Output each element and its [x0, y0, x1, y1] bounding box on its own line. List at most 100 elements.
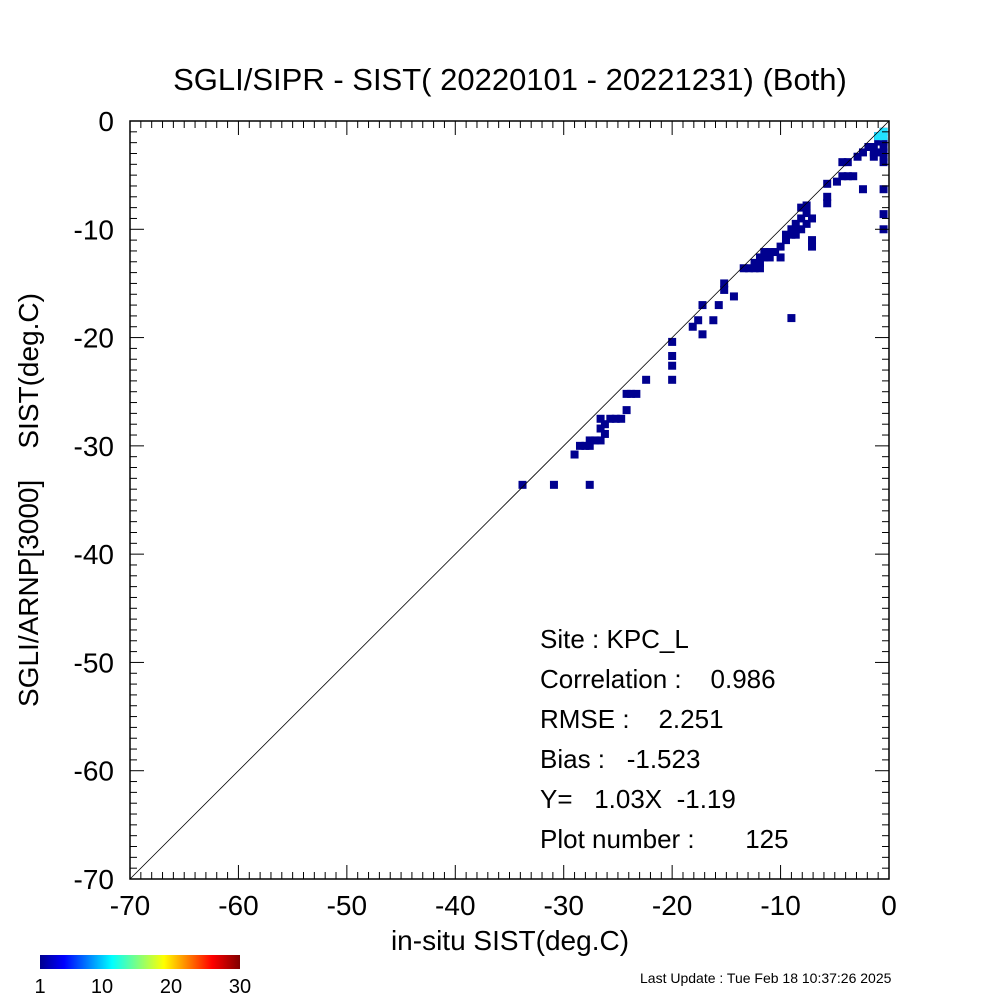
- data-cell: [755, 264, 764, 273]
- data-cell: [596, 414, 605, 423]
- data-cell: [600, 429, 609, 438]
- y-tick-labels: 0 -10 -20 -30 -40 -50 -60 -70: [74, 106, 114, 895]
- data-cell: [606, 414, 615, 423]
- data-cells: [518, 127, 888, 489]
- axis-ticks: [129, 120, 890, 880]
- data-cell: [823, 192, 832, 201]
- data-cell: [600, 420, 609, 429]
- data-cell: [787, 314, 796, 323]
- data-cell: [755, 258, 764, 267]
- x-tick-label: -60: [218, 890, 258, 921]
- data-cell: [760, 248, 769, 257]
- x-tick-label: 0: [881, 890, 897, 921]
- data-cell: [720, 285, 729, 294]
- data-cell: [581, 441, 590, 450]
- data-cell: [591, 436, 600, 445]
- y-tick-label: -10: [74, 214, 114, 245]
- data-cell: [617, 414, 626, 423]
- data-cell: [879, 148, 888, 157]
- data-cell: [714, 301, 723, 310]
- data-cell: [596, 436, 605, 445]
- data-cell: [802, 201, 811, 210]
- x-tick-label: -70: [110, 890, 150, 921]
- one-to-one-line: [129, 120, 890, 880]
- data-cell: [781, 230, 790, 239]
- data-cell: [787, 230, 796, 239]
- x-tick-label: -30: [543, 890, 583, 921]
- chart-title: SGLI/SIPR - SIST( 20220101 - 20221231) (…: [173, 62, 847, 97]
- data-cell: [585, 480, 594, 489]
- last-update-text: Last Update : Tue Feb 18 10:37:26 2025: [640, 970, 892, 986]
- data-cell: [879, 158, 888, 167]
- data-cell: [808, 242, 817, 251]
- y-axis-label: SGLI/ARNP[3000] SIST(deg.C): [13, 293, 44, 707]
- stats-regression: Y= 1.03X -1.19: [540, 784, 736, 814]
- data-cell: [791, 219, 800, 228]
- data-cell: [745, 264, 754, 273]
- data-cell: [781, 236, 790, 245]
- data-cell: [575, 441, 584, 450]
- data-cell: [765, 253, 774, 262]
- x-tick-label: -20: [652, 890, 692, 921]
- data-cell: [694, 316, 703, 325]
- data-cell: [776, 253, 785, 262]
- data-cell: [549, 480, 558, 489]
- data-cell: [709, 316, 718, 325]
- data-cell: [858, 185, 867, 194]
- data-cell: [755, 253, 764, 262]
- data-cell: [797, 214, 806, 223]
- data-cell: [585, 436, 594, 445]
- data-cell: [858, 148, 867, 157]
- data-cell: [869, 148, 878, 157]
- data-cell: [808, 236, 817, 245]
- data-cell: [797, 225, 806, 234]
- data-cell: [838, 158, 847, 167]
- data-cell: [698, 330, 707, 339]
- data-cell: [869, 152, 878, 161]
- data-cell: [874, 148, 883, 157]
- data-cell: [765, 248, 774, 257]
- x-tick-label: -10: [760, 890, 800, 921]
- data-cell: [570, 450, 579, 459]
- data-cell: [776, 242, 785, 251]
- data-cell: [864, 142, 873, 151]
- y-tick-label: -30: [74, 431, 114, 462]
- data-cell: [832, 177, 841, 186]
- stats-plot-number: Plot number : 125: [540, 824, 789, 854]
- data-cell: [668, 361, 677, 370]
- data-cell: [879, 142, 888, 151]
- data-cell: [874, 137, 883, 146]
- data-cell: [843, 172, 852, 181]
- data-cell: [622, 406, 631, 415]
- x-axis-label: in-situ SIST(deg.C): [391, 925, 629, 956]
- stats-site: Site : KPC_L: [540, 624, 689, 654]
- data-cell: [802, 209, 811, 218]
- data-cell-high-count: [879, 132, 888, 141]
- data-cell: [802, 219, 811, 228]
- y-tick-label: -40: [74, 539, 114, 570]
- data-cell: [787, 225, 796, 234]
- data-cell: [838, 172, 847, 181]
- data-cell: [698, 301, 707, 310]
- colorbar-label-10: 10: [91, 976, 113, 998]
- data-cell: [849, 172, 858, 181]
- data-cell: [791, 225, 800, 234]
- y-tick-label: -60: [74, 756, 114, 787]
- data-cell: [853, 152, 862, 161]
- data-cell: [879, 185, 888, 194]
- data-cell: [879, 137, 888, 146]
- x-tick-label: -50: [327, 890, 367, 921]
- x-tick-labels: -70 -60 -50 -40 -30 -20 -10 0: [110, 890, 897, 921]
- stats-rmse: RMSE : 2.251: [540, 704, 724, 734]
- data-cell: [729, 292, 738, 301]
- data-cell: [642, 375, 651, 384]
- data-cell: [739, 264, 748, 273]
- x-tick-label: -40: [435, 890, 475, 921]
- stats-correlation: Correlation : 0.986: [540, 664, 776, 694]
- data-cell: [791, 230, 800, 239]
- colorbar: [40, 955, 240, 969]
- data-cell: [518, 480, 527, 489]
- data-cell: [622, 389, 631, 398]
- colorbar-label-20: 20: [160, 976, 182, 998]
